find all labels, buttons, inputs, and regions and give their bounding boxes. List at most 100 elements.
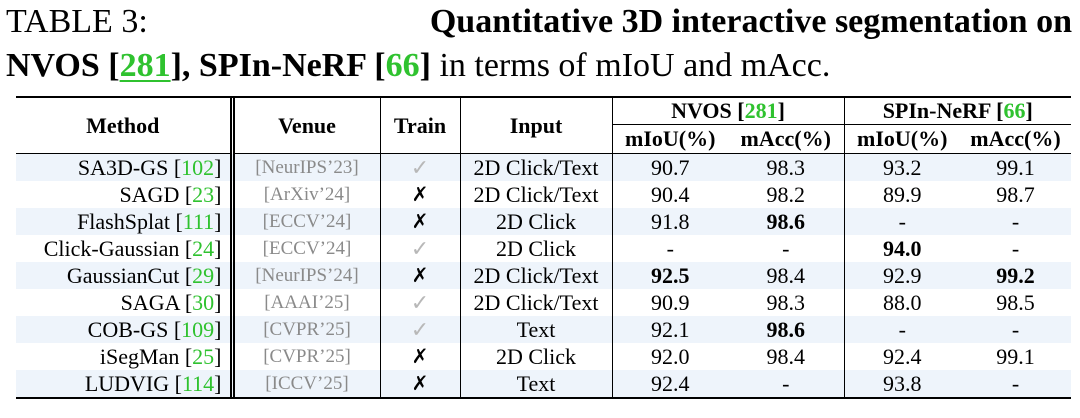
cell-venue: [CVPR’25] [232, 343, 381, 370]
cell-nvos-macc: 98.4 [728, 343, 845, 370]
caption-cite-281[interactable]: 281 [119, 47, 171, 84]
cell-nvos-macc: 98.6 [728, 316, 845, 343]
table-row: SAGA [30] [AAAI’25] ✓ 2D Click/Text 90.9 98.3… [16, 289, 1071, 316]
cell-nvos-macc: 98.6 [728, 208, 845, 235]
cell-nvos-macc: - [728, 235, 845, 262]
cell-nvos-macc: 98.2 [728, 181, 845, 208]
cell-nvos-miou: 92.5 [612, 262, 728, 289]
cell-nvos-miou: 92.0 [612, 343, 728, 370]
cell-spin-miou: 88.0 [844, 289, 960, 316]
cell-venue: [NeurIPS’24] [232, 262, 381, 289]
header-cite-66[interactable]: 66 [1003, 98, 1026, 123]
table-caption: TABLE 3: Quantitative 3D interactive seg… [6, 0, 1072, 88]
cross-icon: ✗ [380, 208, 461, 235]
cell-nvos-miou: 92.4 [612, 370, 728, 397]
caption-title-nvos: NVOS [ [6, 47, 120, 84]
method-cite[interactable]: 29 [192, 263, 215, 288]
method-cite[interactable]: 114 [181, 371, 215, 396]
table-row: Click-Gaussian [24] [ECCV’24] ✓ 2D Click - -9… [16, 235, 1071, 262]
cell-venue: [AAAI’25] [232, 289, 381, 316]
cell-spin-miou: - [844, 316, 960, 343]
cell-spin-miou: 89.9 [844, 181, 960, 208]
cell-spin-macc: - [960, 208, 1071, 235]
cell-method: SA3D-GS [102] [16, 153, 235, 181]
check-icon: ✓ [380, 316, 461, 343]
cell-nvos-macc: 98.3 [728, 289, 845, 316]
header-train: Train [380, 98, 461, 154]
table-row: SA3D-GS [102] [NeurIPS’23] ✓ 2D Click/Text 9… [16, 153, 1071, 181]
table-row: LUDVIG [114] [ICCV’25] ✗ Text 92.4-93.8- [16, 370, 1071, 397]
cell-spin-macc: 99.1 [960, 343, 1071, 370]
method-cite[interactable]: 102 [181, 155, 215, 180]
cell-input: 2D Click [460, 343, 613, 370]
cell-nvos-macc: - [728, 370, 845, 397]
method-cite[interactable]: 111 [182, 209, 215, 234]
cross-icon: ✗ [380, 262, 461, 289]
header-venue: Venue [232, 98, 381, 154]
caption-rest: in terms of mIoU and mAcc. [430, 47, 831, 84]
cell-venue: [ICCV’25] [232, 370, 381, 397]
cell-method: Click-Gaussian [24] [16, 235, 235, 262]
cell-method: LUDVIG [114] [16, 370, 235, 397]
cell-venue: [ECCV’24] [232, 208, 381, 235]
cell-spin-miou: 93.8 [844, 370, 960, 397]
cell-method: iSegMan [25] [16, 343, 235, 370]
caption-cite-66[interactable]: 66 [385, 47, 420, 84]
header-spin-miou: mIoU(%) [844, 124, 960, 154]
cell-venue: [ECCV’24] [232, 235, 381, 262]
cell-nvos-miou: 92.1 [612, 316, 728, 343]
cell-method: SAGD [23] [16, 181, 235, 208]
header-nvos-miou: mIoU(%) [612, 124, 728, 154]
table-row: iSegMan [25] [CVPR’25] ✗ 2D Click 92.0 98.4 92… [16, 343, 1071, 370]
cell-nvos-macc: 98.3 [728, 153, 845, 181]
cell-input: 2D Click/Text [460, 181, 613, 208]
cell-nvos-miou: 91.8 [612, 208, 728, 235]
cell-spin-macc: 98.5 [960, 289, 1071, 316]
caption-title-part1: Quantitative 3D interactive segmentation… [429, 3, 1072, 40]
cross-icon: ✗ [380, 343, 461, 370]
method-cite[interactable]: 24 [192, 236, 215, 261]
cell-input: 2D Click/Text [460, 289, 613, 316]
table-row: FlashSplat [111] [ECCV’24] ✗ 2D Click 91.8 98… [16, 208, 1071, 235]
method-cite[interactable]: 23 [192, 182, 215, 207]
cell-nvos-miou: 90.7 [612, 153, 728, 181]
cell-input: 2D Click/Text [460, 153, 613, 181]
caption-title-spin: ], SPIn-NeRF [ [170, 47, 386, 84]
method-cite[interactable]: 109 [181, 317, 215, 342]
cell-spin-miou: - [844, 208, 960, 235]
cell-nvos-miou: - [612, 235, 728, 262]
header-group-nvos: NVOS [281] [612, 98, 845, 125]
cell-nvos-miou: 90.4 [612, 181, 728, 208]
header-cite-281[interactable]: 281 [744, 98, 778, 123]
cell-spin-macc: - [960, 316, 1071, 343]
cell-venue: [ArXiv’24] [232, 181, 381, 208]
cell-method: SAGA [30] [16, 289, 235, 316]
table-row: SAGD [23] [ArXiv’24] ✗ 2D Click/Text 90.4 98.… [16, 181, 1071, 208]
cell-spin-macc: - [960, 370, 1071, 397]
header-nvos-macc: mAcc(%) [728, 124, 845, 154]
caption-bracket: ] [419, 47, 431, 84]
method-cite[interactable]: 25 [192, 344, 215, 369]
cross-icon: ✗ [380, 181, 461, 208]
cell-input: 2D Click/Text [460, 262, 613, 289]
table-row: COB-GS [109] [CVPR’25] ✓ Text 92.1 98.6- - [16, 316, 1071, 343]
cell-venue: [NeurIPS’23] [232, 153, 381, 181]
cell-spin-macc: 99.1 [960, 153, 1071, 181]
table-row: GaussianCut [29] [NeurIPS’24] ✗ 2D Click/Te… [16, 262, 1071, 289]
cell-spin-miou: 94.0 [844, 235, 960, 262]
cell-spin-macc: 98.7 [960, 181, 1071, 208]
method-cite[interactable]: 30 [192, 290, 215, 315]
header-method: Method [16, 98, 235, 154]
cell-spin-macc: - [960, 235, 1071, 262]
cell-input: Text [460, 316, 613, 343]
cross-icon: ✗ [380, 370, 461, 397]
cell-method: GaussianCut [29] [16, 262, 235, 289]
cell-input: 2D Click [460, 208, 613, 235]
header-input: Input [460, 98, 613, 154]
cell-method: COB-GS [109] [16, 316, 235, 343]
cell-input: Text [460, 370, 613, 397]
cell-input: 2D Click [460, 235, 613, 262]
cell-spin-miou: 92.9 [844, 262, 960, 289]
cell-venue: [CVPR’25] [232, 316, 381, 343]
check-icon: ✓ [380, 153, 461, 181]
